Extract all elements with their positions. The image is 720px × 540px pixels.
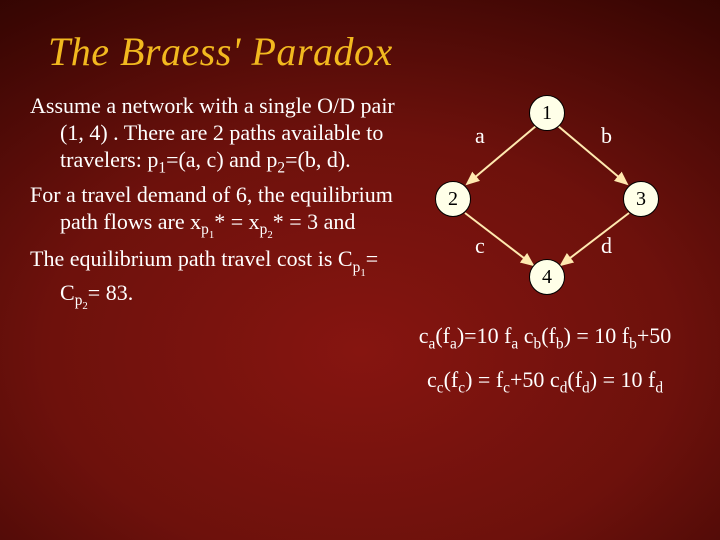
node-1-label: 1 bbox=[542, 102, 552, 125]
node-2-label: 2 bbox=[448, 188, 458, 211]
p1-b: =(a, c) and p bbox=[166, 147, 277, 172]
node-4: 4 bbox=[529, 259, 565, 295]
edge-label-b: b bbox=[601, 123, 612, 149]
left-text-column: Assume a network with a single O/D pair … bbox=[30, 93, 400, 402]
paragraph-1: Assume a network with a single O/D pair … bbox=[30, 93, 400, 178]
t: c bbox=[550, 367, 560, 392]
edge-label-d: d bbox=[601, 233, 612, 259]
t: c bbox=[524, 323, 534, 348]
p2-c: * = 3 and bbox=[273, 209, 356, 234]
t: ) = 10 f bbox=[590, 367, 656, 392]
slide: The Braess' Paradox Assume a network wit… bbox=[0, 0, 720, 540]
right-diagram-column: 1 2 3 4 a b c d ca(fa)=10 fa cb(fb) = 10… bbox=[400, 93, 690, 402]
eq-d: cd(fd) = 10 fd bbox=[550, 367, 663, 392]
t: )=10 f bbox=[457, 323, 512, 348]
edge-label-c: c bbox=[475, 233, 485, 259]
p2-b: * = x bbox=[214, 209, 259, 234]
slide-title: The Braess' Paradox bbox=[0, 0, 720, 75]
node-1: 1 bbox=[529, 95, 565, 131]
equation-row-2: cc(fc) = fc+50 cd(fd) = 10 fd bbox=[400, 359, 690, 403]
paragraph-3: The equilibrium path travel cost is Cp1 =… bbox=[30, 246, 400, 313]
p3-c: = 83. bbox=[88, 280, 133, 305]
eq-b: cb(fb) = 10 fb+50 bbox=[524, 323, 672, 348]
sub-2: 2 bbox=[277, 159, 285, 176]
network-diagram: 1 2 3 4 a b c d bbox=[405, 93, 685, 303]
edge-d bbox=[561, 213, 629, 265]
p1-c: =(b, d). bbox=[285, 147, 351, 172]
t: +50 bbox=[637, 323, 671, 348]
sub-cp1: p1 bbox=[353, 259, 366, 276]
equations-block: ca(fa)=10 fa cb(fb) = 10 fb+50 cc(fc) = … bbox=[400, 315, 690, 402]
sub-cp2: p2 bbox=[75, 292, 88, 309]
sub-p1: p1 bbox=[201, 221, 214, 238]
content-row: Assume a network with a single O/D pair … bbox=[0, 75, 720, 402]
p3-a: The equilibrium path travel cost is C bbox=[30, 246, 353, 271]
sub-p2: p2 bbox=[260, 221, 273, 238]
node-4-label: 4 bbox=[542, 266, 552, 289]
equation-row-1: ca(fa)=10 fa cb(fb) = 10 fb+50 bbox=[400, 315, 690, 359]
t: ) = f bbox=[465, 367, 503, 392]
node-3: 3 bbox=[623, 181, 659, 217]
t: c bbox=[419, 323, 429, 348]
eq-c: cc(fc) = fc+50 bbox=[427, 367, 544, 392]
t: (f bbox=[444, 367, 459, 392]
eq-a: ca(fa)=10 fa bbox=[419, 323, 519, 348]
t: (f bbox=[435, 323, 450, 348]
t: c bbox=[427, 367, 437, 392]
t: (f bbox=[567, 367, 582, 392]
t: ) = 10 f bbox=[564, 323, 630, 348]
edge-b bbox=[558, 126, 627, 184]
node-2: 2 bbox=[435, 181, 471, 217]
sub-1: 1 bbox=[158, 159, 166, 176]
paragraph-2: For a travel demand of 6, the equilibriu… bbox=[30, 182, 400, 242]
t: +50 bbox=[510, 367, 544, 392]
edge-label-a: a bbox=[475, 123, 485, 149]
t: (f bbox=[541, 323, 556, 348]
node-3-label: 3 bbox=[636, 188, 646, 211]
